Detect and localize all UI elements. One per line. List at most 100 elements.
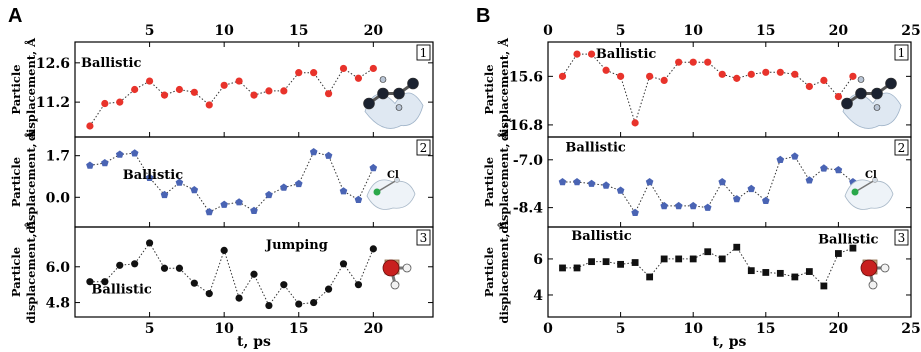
chlorine-atom: [851, 188, 859, 196]
data-point: [631, 259, 639, 266]
panel-letter: A: [8, 5, 22, 27]
y-tick-label: 4.8: [46, 296, 70, 312]
data-point: [820, 282, 828, 290]
data-point: [160, 190, 169, 199]
data-point: [631, 119, 639, 127]
data-point: [205, 290, 213, 298]
data-point: [733, 74, 741, 82]
data-point: [369, 163, 378, 172]
y-axis-label-line2: displacement, Å: [24, 37, 38, 141]
data-point: [294, 179, 303, 188]
data-point: [704, 58, 712, 66]
data-point: [250, 206, 258, 214]
carbon-atom: [394, 177, 400, 183]
data-point: [160, 264, 169, 272]
y-tick-label: -8.4: [513, 201, 543, 217]
y-tick-label: 11.2: [36, 95, 70, 111]
data-point: [558, 72, 567, 80]
data-point: [675, 58, 683, 66]
data-point: [101, 278, 109, 286]
data-point: [309, 148, 318, 156]
top-x-tick-label: 20: [829, 23, 849, 39]
data-point: [718, 255, 726, 263]
propane-molecule-icon: [363, 76, 424, 129]
y-axis-label-line2: displacement, Å: [24, 129, 38, 233]
subplot-number-box: [894, 229, 909, 246]
subplot-A-2: 1.7 0.0 Particle displacement, Å 2 Ballistic C…: [9, 129, 434, 234]
data-point: [616, 186, 625, 194]
y-tick-label: 6.0: [46, 260, 71, 276]
data-point: [131, 85, 139, 94]
data-point: [369, 245, 377, 253]
subplot-B-3: 6 4 Particle displacement, Å 3 Ballistic Balli…: [482, 219, 912, 324]
data-point: [310, 298, 318, 307]
data-point: [145, 173, 154, 181]
propane-atom: [857, 76, 865, 83]
chloromethane-molecule-icon: Cl: [844, 170, 894, 210]
data-point: [220, 81, 228, 89]
top-x-tick-label: 10: [214, 23, 234, 39]
chloromethane-outline: [844, 179, 894, 210]
top-x-tick-label: 5: [616, 23, 626, 39]
data-point: [660, 201, 668, 210]
data-point: [762, 196, 770, 204]
data-point: [704, 248, 712, 256]
subplot-number-box: [416, 229, 431, 246]
oxygen-atom: [382, 259, 400, 277]
subplot-number-box: [894, 44, 909, 61]
panel-letter: B: [476, 5, 490, 27]
data-point: [718, 178, 726, 186]
y-axis-label-line1: Particle: [482, 64, 496, 114]
data-point: [175, 85, 184, 94]
data-point: [573, 264, 581, 272]
top-x-tick-label: 15: [756, 23, 775, 39]
bottom-x-tick-label: 15: [289, 321, 308, 337]
data-point: [369, 64, 377, 73]
data-point: [190, 186, 199, 194]
data-point: [295, 300, 303, 308]
data-point: [747, 70, 755, 78]
data-point: [86, 278, 94, 286]
x-axis-label: t, ps: [237, 334, 271, 350]
data-point: [205, 208, 214, 216]
propane-atom: [395, 104, 403, 111]
subplot-frame: [74, 226, 434, 318]
y-tick-label: 6: [533, 252, 543, 268]
data-point: [689, 58, 697, 66]
subplot-number: 3: [898, 231, 906, 245]
propane-atom: [407, 77, 419, 90]
hydrogen-atom: [880, 263, 890, 273]
bottom-x-tick-label: 5: [145, 321, 155, 337]
propane-atom: [379, 76, 387, 83]
annotation: Ballistic: [81, 56, 141, 71]
data-point: [617, 260, 624, 268]
data-point: [190, 88, 198, 96]
data-point: [175, 178, 184, 186]
data-point: [849, 72, 857, 80]
data-point: [280, 183, 288, 191]
data-point: [791, 152, 799, 160]
data-point: [805, 176, 814, 184]
data-point: [354, 195, 363, 203]
top-x-tick-label: 20: [364, 23, 384, 39]
data-point: [101, 99, 109, 108]
data-point: [220, 246, 228, 254]
data-point: [339, 260, 348, 268]
bottom-x-tick-label: 25: [901, 321, 920, 337]
y-tick-label: -7.0: [513, 153, 543, 169]
data-point: [820, 76, 828, 84]
data-point: [265, 301, 273, 310]
data-point: [820, 164, 828, 172]
subplot-number-box: [416, 139, 431, 156]
y-tick-label: 4: [533, 288, 543, 304]
data-point: [235, 77, 243, 85]
data-point: [265, 87, 273, 95]
data-point: [776, 269, 784, 277]
top-x-tick-label: 25: [901, 23, 920, 39]
subplot-B-1: -15.6 -16.8 Particle displacement, Å 1 Ballis…: [482, 37, 912, 141]
propane-atom: [873, 104, 881, 111]
data-point: [660, 255, 668, 263]
y-tick-label: 12.6: [36, 56, 70, 72]
x-axis-label: t, ps: [713, 334, 747, 350]
series-line: [89, 67, 374, 127]
